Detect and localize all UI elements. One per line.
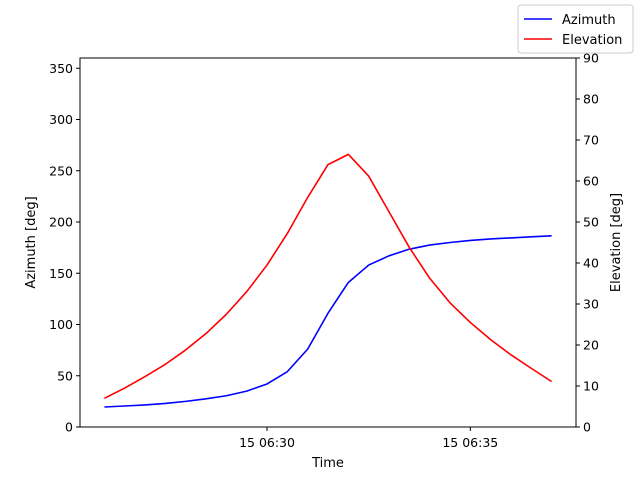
right-y-axis-label: Elevation [deg] [609, 193, 624, 292]
left-tick-label: 100 [49, 317, 73, 332]
right-tick-label: 40 [583, 256, 599, 271]
series-line-azimuth [104, 235, 552, 408]
plot-frame [79, 57, 577, 428]
right-tick-label: 0 [583, 420, 591, 435]
left-tick-label: 300 [49, 112, 73, 127]
left-tick-label: 350 [49, 61, 73, 76]
left-tick-label: 50 [57, 368, 73, 383]
legend: Azimuth Elevation [517, 4, 634, 54]
right-tick-label: 90 [583, 51, 599, 66]
right-tick-label: 80 [583, 92, 599, 107]
legend-label-elevation: Elevation [562, 33, 622, 48]
left-tick-label: 150 [49, 266, 73, 281]
right-tick-label: 10 [583, 379, 599, 394]
x-tick-label: 15 06:30 [239, 435, 295, 450]
legend-box [517, 4, 634, 54]
right-tick-label: 60 [583, 174, 599, 189]
x-tick-label: 15 06:35 [442, 435, 498, 450]
right-tick-label: 30 [583, 297, 599, 312]
legend-label-azimuth: Azimuth [562, 13, 616, 28]
right-tick-label: 50 [583, 215, 599, 230]
left-y-axis-label: Azimuth [deg] [24, 196, 39, 288]
left-tick-label: 0 [65, 420, 73, 435]
series-layer [104, 153, 553, 408]
right-tick-label: 70 [583, 133, 599, 148]
x-axis: 15 06:30 15 06:35 [239, 427, 498, 450]
left-y-axis: 0 50 100 150 200 250 300 350 [49, 61, 80, 435]
left-tick-label: 200 [49, 215, 73, 230]
series-line-elevation [104, 153, 553, 400]
right-tick-label: 20 [583, 338, 599, 353]
x-axis-label: Time [311, 456, 344, 471]
left-tick-label: 250 [49, 163, 73, 178]
right-y-axis: 0 10 20 30 40 50 60 70 80 90 [576, 51, 599, 435]
